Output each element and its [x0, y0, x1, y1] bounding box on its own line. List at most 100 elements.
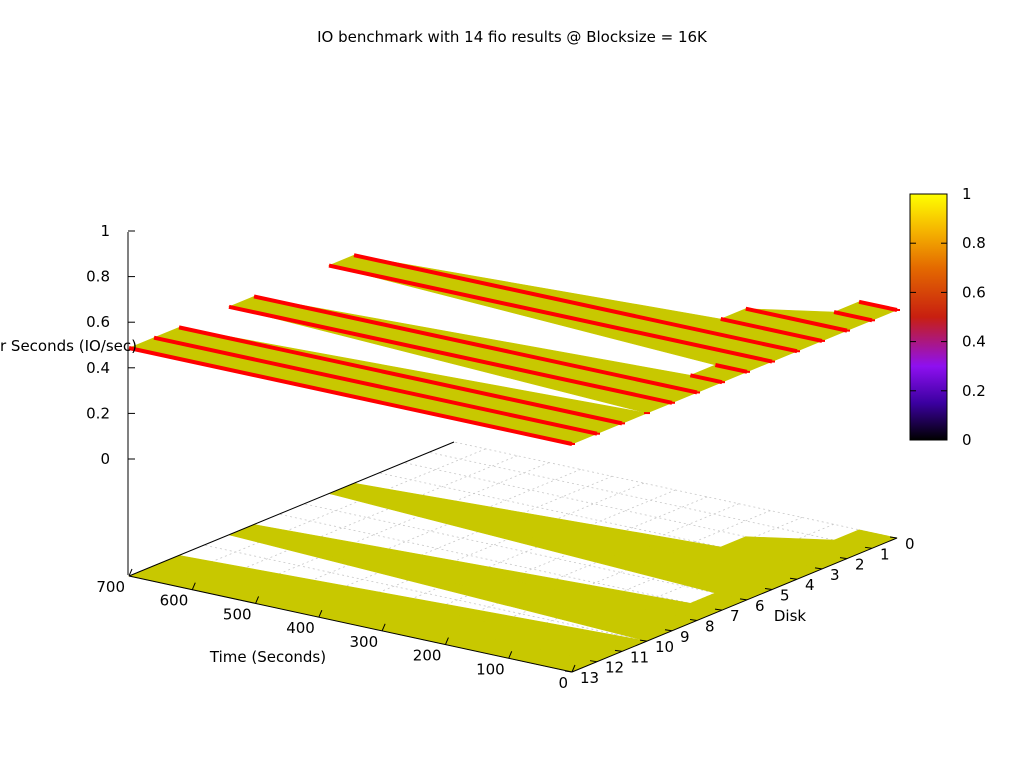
y-tick-label: 7: [730, 607, 740, 625]
grid-line-time: [287, 475, 613, 611]
colorbar-gradient: [909, 193, 948, 441]
x-axis-ticks: 0 100 200 300 400 500 600 700: [96, 568, 576, 692]
grid-line-disk: [428, 451, 873, 549]
x-tick-mark: [191, 582, 196, 590]
z-tick-label: 1: [100, 222, 110, 240]
y-tick-mark: [789, 577, 798, 580]
y-tick-mark: [739, 598, 748, 601]
y-tick-mark: [764, 588, 773, 591]
x-axis-label: Time (Seconds): [209, 648, 326, 666]
x-tick-label: 0: [558, 674, 568, 692]
y-tick-label: 13: [580, 669, 599, 687]
colorbar-tick-label: 0.2: [962, 382, 986, 400]
series-line-disk-12: [153, 335, 598, 436]
colorbar-tick-label: 0.8: [962, 234, 986, 252]
y-tick-mark: [689, 618, 698, 621]
grid-line-time: [476, 517, 803, 652]
x-tick-mark: [318, 609, 323, 618]
x-tick-label: 400: [286, 619, 315, 637]
grid-line-time: [413, 503, 739, 639]
colorbar-ticks: 0 0.2 0.4 0.6 0.8 1: [910, 185, 986, 449]
z-tick-label: 0.2: [86, 404, 110, 422]
colorbar-tick-label: 0.6: [962, 283, 986, 301]
y-tick-mark: [639, 639, 648, 642]
chart-title: IO benchmark with 14 fio results @ Block…: [317, 28, 708, 46]
y-tick-mark: [664, 629, 673, 632]
y-tick-label: 12: [605, 659, 624, 677]
grid-line-time: [255, 469, 581, 604]
series-line-disk-1: [833, 310, 873, 323]
y-axis-line: [571, 537, 898, 673]
y-tick-label: 0: [905, 535, 915, 553]
grid-line-time: [160, 448, 486, 584]
series-line-disk-7: [689, 373, 723, 385]
grid-line-disk: [278, 513, 723, 611]
z-tick-label: 0: [100, 450, 110, 468]
grid-line-time: [223, 462, 550, 597]
grid-line-time: [192, 455, 518, 591]
y-tick-mark: [889, 536, 898, 539]
y-tick-mark: [714, 608, 723, 611]
x-axis-line: [128, 575, 573, 673]
y-tick-label: 9: [680, 628, 690, 646]
back-axis-line: [128, 441, 455, 577]
base-surface: [127, 482, 899, 673]
colorbar-tick-label: 0.4: [962, 333, 986, 351]
y-tick-label: 2: [855, 556, 865, 574]
series-line-disk-2: [745, 306, 848, 333]
x-tick-label: 500: [223, 605, 252, 623]
grid-line-time: [508, 523, 834, 659]
y-tick-label: 4: [805, 576, 815, 594]
series-line-disk-13: [128, 346, 573, 446]
y-tick-label: 8: [705, 617, 715, 635]
x-tick-mark: [128, 568, 133, 577]
series-line-disk-11: [178, 325, 623, 426]
z-tick-label: 0.6: [86, 313, 110, 331]
series-line-disk-5: [328, 263, 773, 364]
y-tick-label: 11: [630, 648, 649, 666]
grid-line-time: [445, 510, 771, 645]
x-tick-label: 600: [160, 592, 189, 610]
z-axis-label: r Seconds (IO/sec): [0, 337, 137, 355]
x-tick-mark: [444, 637, 449, 645]
x-tick-mark: [508, 651, 513, 659]
axes: [127, 232, 898, 673]
y-tick-label: 3: [830, 566, 840, 584]
x-tick-label: 300: [350, 633, 379, 651]
z-tick-label: 0.8: [86, 268, 110, 286]
x-tick-mark: [571, 664, 576, 673]
x-tick-label: 700: [96, 578, 125, 596]
x-tick-mark: [381, 623, 386, 632]
colorbar-tick-label: 0: [962, 431, 972, 449]
y-tick-mark: [564, 670, 573, 673]
series-line-disk-8: [253, 294, 698, 395]
y-tick-mark: [814, 567, 823, 570]
y-tick-label: 5: [780, 587, 790, 605]
x-tick-mark: [255, 596, 260, 604]
colorbar: 0 0.2 0.4 0.6 0.8 1: [909, 185, 986, 449]
grid-line-time: [381, 496, 708, 632]
series-line-disk-6: [714, 363, 748, 374]
y-tick-label: 6: [755, 597, 765, 615]
y-tick-label: 1: [880, 545, 890, 563]
z-tick-label: 0.4: [86, 359, 110, 377]
series-line-disk-9: [228, 304, 673, 405]
y-tick-mark: [839, 557, 848, 560]
x-tick-label: 100: [476, 660, 505, 678]
series-line-disk-4: [353, 253, 798, 354]
y-axis-label: Disk: [774, 607, 807, 625]
series-line-disk-0: [858, 299, 898, 312]
grid-line-time: [350, 489, 676, 625]
z-axis-ticks: 0 0.2 0.4 0.6 0.8 1: [86, 222, 135, 468]
series-line-disk-3: [720, 317, 823, 343]
y-tick-mark: [864, 546, 873, 549]
grid-line-disk: [453, 441, 898, 539]
y-tick-label: 10: [655, 638, 674, 656]
y-tick-mark: [589, 660, 598, 663]
grid-line-disk: [203, 544, 648, 642]
y-tick-mark: [614, 649, 623, 652]
x-tick-label: 200: [413, 647, 442, 665]
grid-line-time: [318, 482, 645, 618]
